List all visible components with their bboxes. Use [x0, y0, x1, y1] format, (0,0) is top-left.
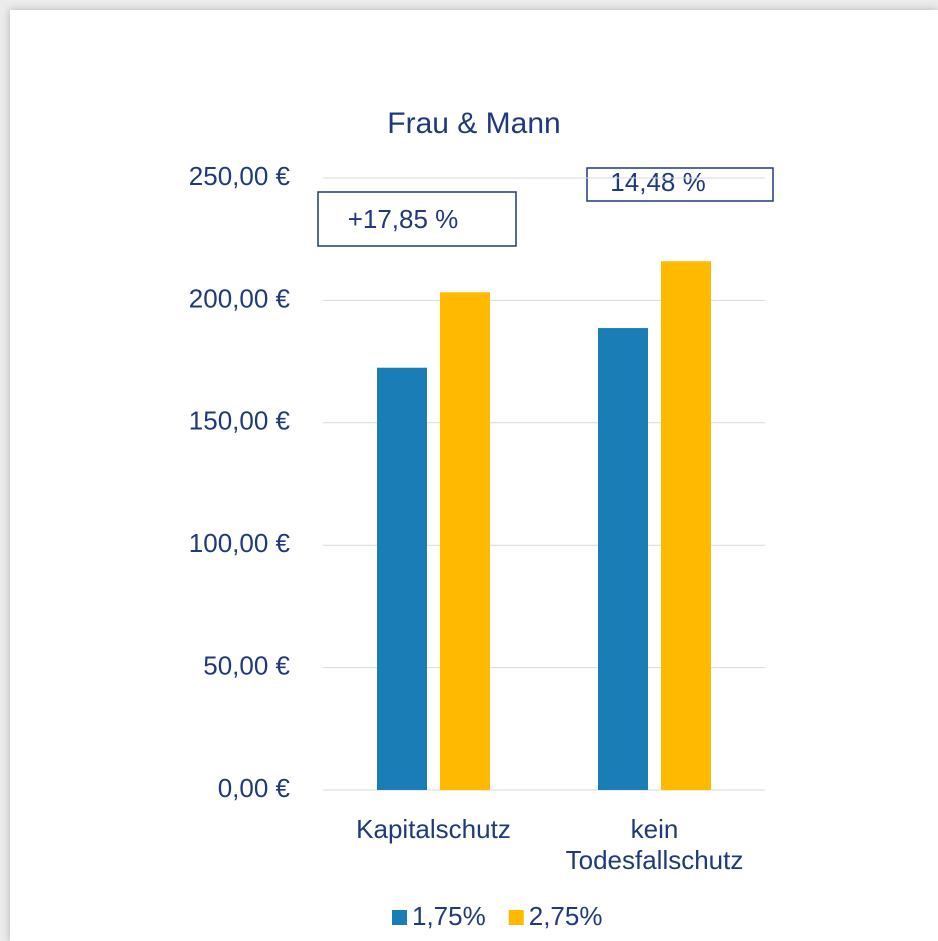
y-tick-label: 0,00 €	[218, 773, 291, 803]
annotation: 14,48 %	[610, 167, 705, 197]
y-tick-label: 150,00 €	[189, 406, 291, 436]
bar	[598, 328, 648, 790]
legend-label: 2,75%	[529, 901, 603, 931]
y-tick-label: 100,00 €	[189, 528, 291, 558]
y-tick-label: 50,00 €	[203, 650, 290, 680]
y-tick-label: 250,00 €	[189, 161, 291, 191]
bar	[661, 261, 711, 790]
x-tick-label: kein Todesfallschutz	[565, 814, 744, 875]
bar	[377, 367, 427, 790]
legend-swatch	[392, 910, 407, 925]
legend-swatch	[508, 910, 524, 925]
annotation-box	[317, 191, 517, 247]
y-tick-label: 200,00 €	[189, 283, 291, 313]
annotation-box	[586, 167, 774, 202]
chart-title: Frau & Mann	[387, 107, 560, 140]
x-tick-label: Kapitalschutz	[356, 814, 511, 844]
legend-label: 1,75%	[412, 901, 486, 931]
bar	[440, 292, 490, 790]
annotation: +17,85 %	[348, 204, 459, 234]
